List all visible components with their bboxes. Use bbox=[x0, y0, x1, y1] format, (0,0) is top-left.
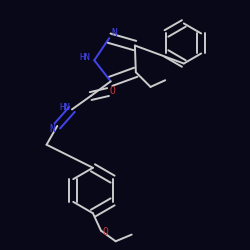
Text: HN: HN bbox=[80, 53, 90, 62]
Text: N: N bbox=[50, 124, 56, 134]
Text: O: O bbox=[110, 86, 116, 96]
Text: N: N bbox=[111, 28, 117, 38]
Text: HN: HN bbox=[59, 103, 70, 112]
Text: O: O bbox=[103, 227, 109, 237]
